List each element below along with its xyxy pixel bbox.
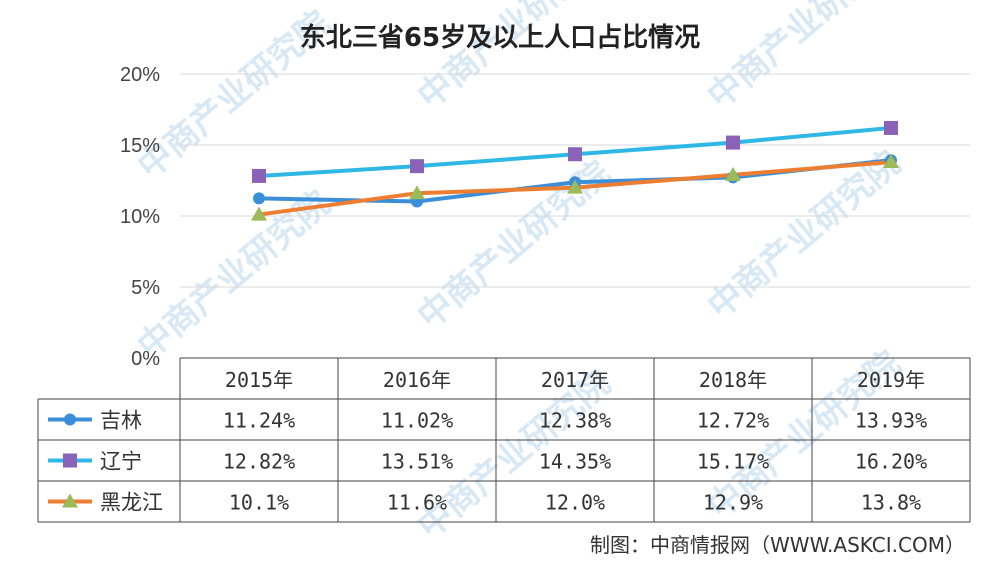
series-name: 辽宁 [100,450,142,474]
x-category-label: 2018年 [699,368,767,392]
legend-key-marker [63,453,77,468]
table-cell: 13.93% [855,409,927,433]
x-category-label: 2015年 [225,368,293,392]
table-cell: 11.02% [381,409,453,433]
data-point [567,179,583,194]
series-name: 吉林 [100,409,142,433]
data-point [884,120,898,135]
series-markers [251,120,899,221]
y-tick-label: 10% [120,206,160,228]
chart-title: 东北三省65岁及以上人口占比情况 [300,22,700,53]
data-point [253,192,265,205]
data-point [568,147,582,162]
legend-key-marker [62,493,78,508]
table-cell: 15.17% [697,450,769,474]
data-point [251,206,267,221]
y-tick-label: 20% [120,64,160,86]
table-cell: 13.8% [861,491,921,515]
table-cell: 12.9% [703,491,763,515]
table-cell: 11.6% [387,491,447,515]
y-tick-label: 0% [131,348,160,370]
y-tick-label: 5% [131,277,160,299]
x-category-label: 2017年 [541,368,609,392]
data-point [726,135,740,150]
table-cell: 16.20% [855,450,927,474]
legend-key-marker [64,413,76,426]
data-point [409,185,425,200]
data-point [883,154,899,169]
table-cell: 12.0% [545,491,605,515]
source-credit: 制图：中商情报网（WWW.ASKCI.COM） [590,533,965,557]
y-tick-label: 15% [120,135,160,157]
data-point [252,168,266,183]
table-cell: 12.82% [223,450,295,474]
table-cell: 12.72% [697,409,769,433]
x-category-label: 2019年 [857,368,925,392]
x-category-label: 2016年 [383,368,451,392]
data-point [725,166,741,181]
y-axis-ticks: 0% 5% 10% 15% 20% [120,64,160,370]
table-cell: 11.24% [223,409,295,433]
table-cell: 14.35% [539,450,611,474]
table-cell: 13.51% [381,450,453,474]
table-cell: 12.38% [539,409,611,433]
table-cell: 10.1% [229,491,289,515]
series-name: 黑龙江 [100,491,163,515]
data-point [410,159,424,174]
